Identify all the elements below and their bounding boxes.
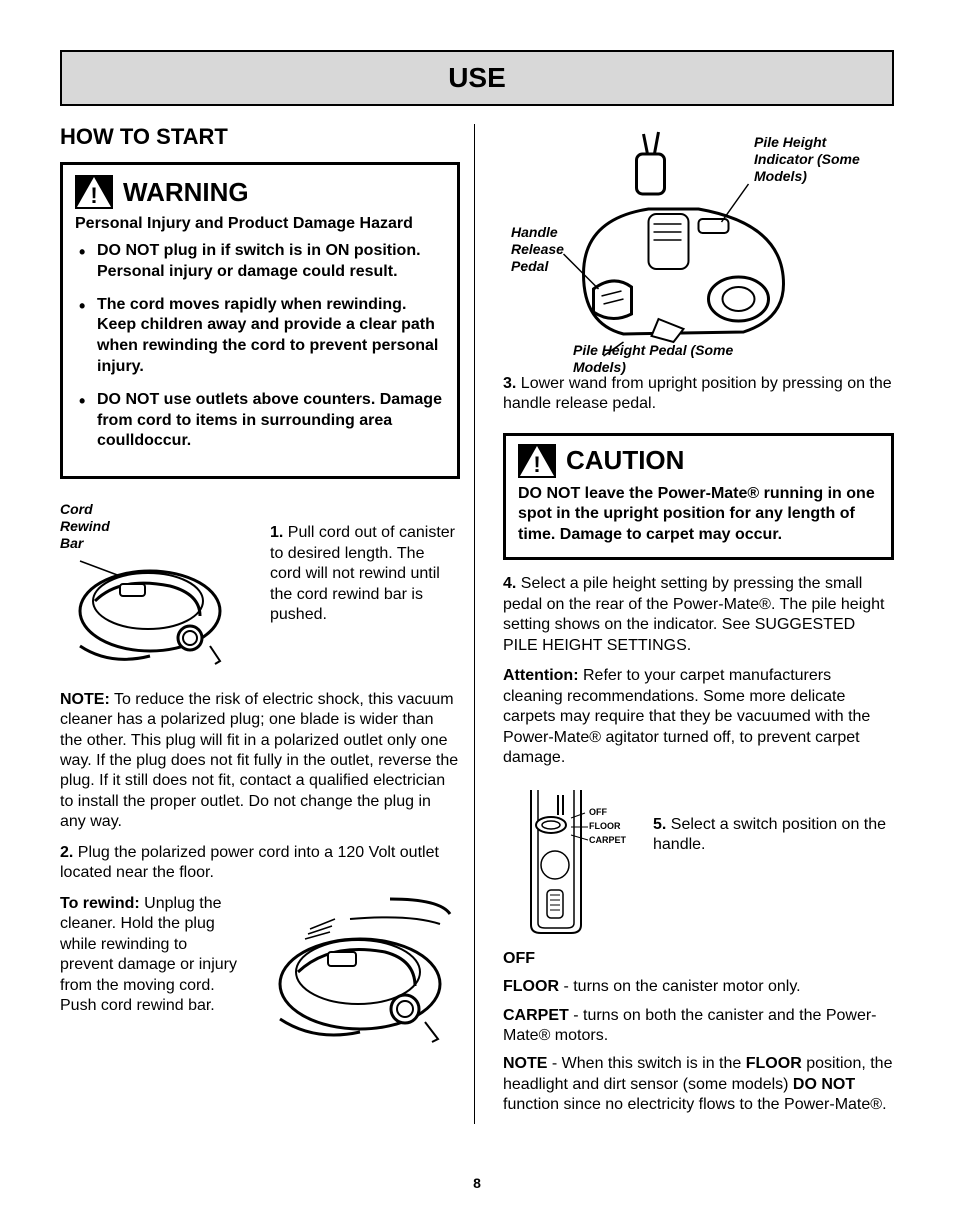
warning-item: DO NOT use outlets above counters. Damag… <box>79 390 445 452</box>
canister-rewind-figure <box>250 894 460 1054</box>
header-title: USE <box>448 62 506 93</box>
warning-item: DO NOT plug in if switch is in ON positi… <box>79 241 445 283</box>
carpet-def: CARPET - turns on both the canister and … <box>503 1006 894 1047</box>
step-2-text: 2. Plug the polarized power cord into a … <box>60 843 460 884</box>
pile-indicator-label: Pile Height Indicator (Some Models) <box>754 134 884 184</box>
warning-subhead: Personal Injury and Product Damage Hazar… <box>75 215 445 233</box>
step-4-text: 4. Select a pile height setting by press… <box>503 574 894 656</box>
step-5-text: 5. Select a switch position on the handl… <box>653 785 894 856</box>
page-header: USE <box>60 50 894 106</box>
switch-figure: OFF FLOOR CARPET <box>503 785 643 935</box>
rewind-text: To rewind: Unplug the cleaner. Hold the … <box>60 894 240 1017</box>
warning-box: ! WARNING Personal Injury and Product Da… <box>60 162 460 479</box>
caution-icon: ! <box>518 444 556 478</box>
section-title: HOW TO START <box>60 124 460 150</box>
step-1-text: 1. Pull cord out of canister to desired … <box>270 495 460 625</box>
off-def: OFF <box>503 949 894 969</box>
right-column: Pile Height Indicator (Some Models) Hand… <box>503 124 894 1124</box>
note-def: NOTE - When this switch is in the FLOOR … <box>503 1054 894 1115</box>
floor-def: FLOOR - turns on the canister motor only… <box>503 977 894 997</box>
warning-label: WARNING <box>123 177 249 208</box>
canister-figure: CordRewindBar <box>60 495 260 675</box>
step-3-text: 3. Lower wand from upright position by p… <box>503 374 894 415</box>
note-text: NOTE: To reduce the risk of electric sho… <box>60 690 460 833</box>
warning-list: DO NOT plug in if switch is in ON positi… <box>75 241 445 452</box>
caution-box: ! CAUTION DO NOT leave the Power-Mate® r… <box>503 433 894 560</box>
caution-label: CAUTION <box>566 445 684 476</box>
pile-pedal-label: Pile Height Pedal (Some Models) <box>573 342 743 376</box>
left-column: HOW TO START ! WARNING Personal Injury a… <box>60 124 475 1124</box>
power-head-figure: Pile Height Indicator (Some Models) Hand… <box>503 124 894 374</box>
warning-item: The cord moves rapidly when rewinding. K… <box>79 295 445 378</box>
caution-body: DO NOT leave the Power-Mate® running in … <box>518 484 879 545</box>
handle-release-label: Handle Release Pedal <box>511 224 591 274</box>
attention-text: Attention: Refer to your carpet manufact… <box>503 666 894 768</box>
page-number: 8 <box>473 1175 481 1191</box>
warning-icon: ! <box>75 175 113 209</box>
